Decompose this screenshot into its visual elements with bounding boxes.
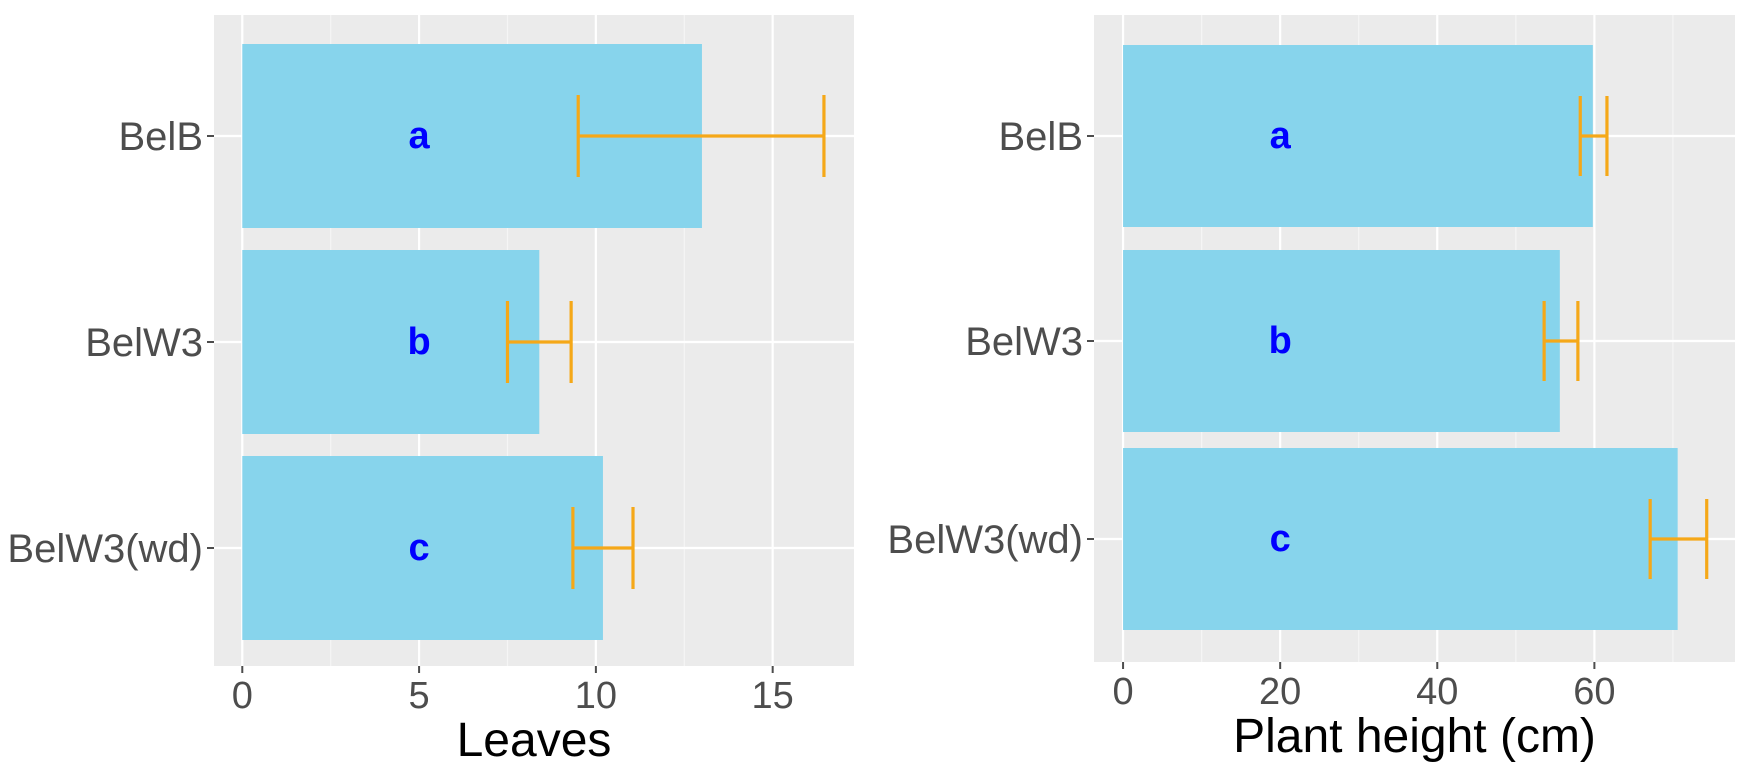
x-tick-label: 15 <box>752 675 794 717</box>
bar-belw3-wd- <box>1123 448 1678 630</box>
x-tick-label: 0 <box>232 675 253 717</box>
bar-belw3 <box>242 250 540 434</box>
x-tick-label: 0 <box>1112 671 1133 713</box>
y-tick-label: BelW3(wd) <box>887 518 1083 562</box>
error-bar <box>1542 301 1580 381</box>
x-tick-label: 5 <box>409 675 430 717</box>
error-bar <box>576 95 826 177</box>
y-tick-label: BelW3 <box>965 320 1083 364</box>
bar-belw3-wd- <box>242 456 603 640</box>
x-tick-label: 10 <box>575 675 617 717</box>
error-bar <box>1648 499 1709 579</box>
group-letter: c <box>1270 518 1291 560</box>
bar-belw3 <box>1123 250 1560 432</box>
error-bar <box>571 507 635 589</box>
error-bar <box>505 301 573 383</box>
group-letter: b <box>1269 320 1292 362</box>
x-axis-title: Leaves <box>457 714 612 762</box>
y-tick-label: BelB <box>999 115 1084 159</box>
y-tick-label: BelW3 <box>85 321 203 365</box>
group-letter: a <box>1270 115 1292 157</box>
group-letter: b <box>407 321 430 363</box>
group-letter: a <box>409 115 431 157</box>
chart-panel-1: a b c BelB BelW3 BelW3(wd) 0 5 10 15 Leaves <box>7 15 854 767</box>
group-letter: c <box>409 527 430 569</box>
y-tick-label: BelB <box>119 115 204 159</box>
x-tick-label: 40 <box>1416 671 1458 713</box>
x-axis-title: Plant height (cm) <box>1233 710 1596 762</box>
bar-belb <box>1123 45 1593 227</box>
x-tick-label: 60 <box>1573 671 1615 713</box>
y-tick-label: BelW3(wd) <box>7 527 203 571</box>
error-bar <box>1578 96 1609 176</box>
x-tick-label: 20 <box>1259 671 1301 713</box>
